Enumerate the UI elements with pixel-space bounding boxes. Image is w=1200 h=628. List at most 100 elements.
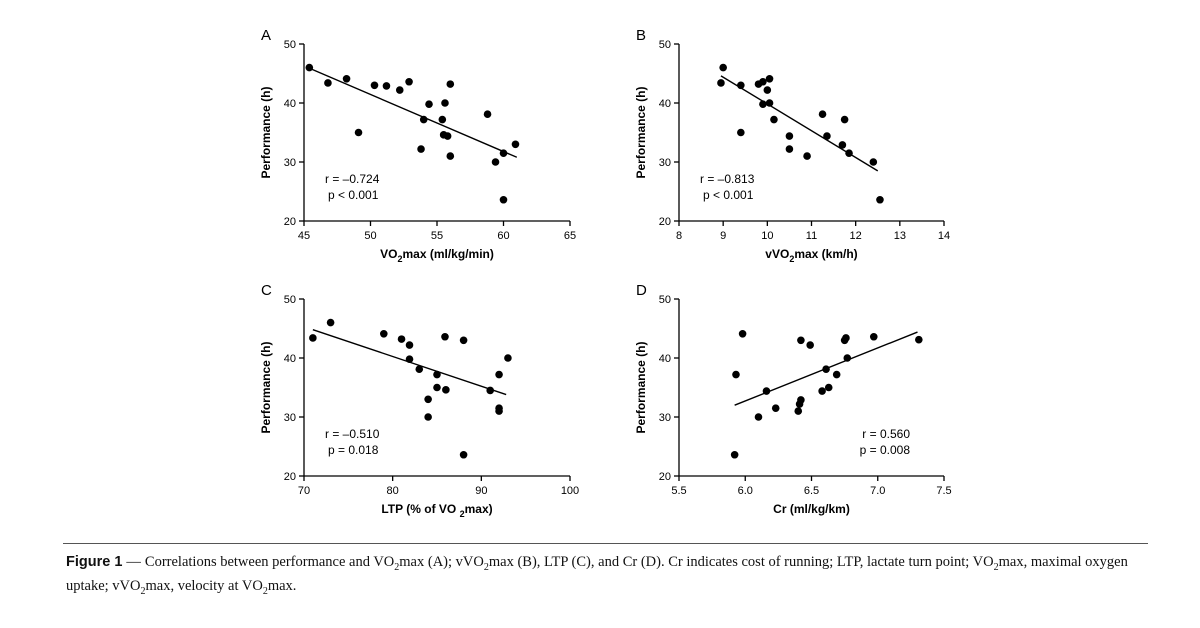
panel-d-y-tick-label: 50 [659, 294, 671, 306]
panel-a-y-tick-label: 30 [284, 157, 296, 169]
panel-d-data-point [794, 407, 803, 415]
panel-d-data-point [824, 383, 833, 392]
panel-b-data-point [765, 75, 774, 83]
panel-d-letter: D [636, 282, 647, 299]
panel-d-x-axis-title-main: Cr (ml/kg/km) [773, 502, 850, 516]
panel-a-x-axis-title: VO2max (ml/kg/min) [380, 247, 494, 264]
panel-d-data-point [822, 365, 830, 374]
panel-d-p-value: p = 0.008 [860, 443, 911, 457]
panel-c-y-tick-label: 30 [284, 412, 296, 424]
caption-sub-1: 2 [394, 561, 400, 573]
panel-c-data-point [495, 407, 503, 415]
panel-a-data-point [395, 86, 404, 94]
panel-a-data-point [483, 110, 492, 119]
caption-divider [63, 543, 1148, 544]
panel-c-x-axis-title-main: LTP (% of VO [381, 502, 459, 516]
panel-b-data-point [763, 86, 772, 94]
panel-b-data-point [737, 128, 745, 137]
panel-b-y-tick-label: 30 [659, 157, 671, 169]
panel-c-data-point [442, 386, 450, 394]
panel-c-data-point [415, 365, 424, 374]
figure-caption: Figure 1— Correlations between performanc… [66, 553, 1151, 601]
panel-c-y-tick-label: 50 [284, 294, 296, 306]
panel-a-data-point [499, 149, 508, 157]
panel-c-data-point [424, 395, 432, 404]
caption-sub-3: 2 [993, 561, 999, 573]
panel-c-x-tick-label: 90 [475, 485, 487, 497]
panel-c-x-tick-label: 70 [298, 485, 310, 497]
panel-b-x-tick-label: 14 [938, 230, 950, 242]
panel-d-y-tick-label: 40 [659, 353, 671, 365]
panel-a-x-axis-title-sub: 2 [397, 254, 402, 264]
panel-c-y-axis-title: Performance (h) [259, 341, 273, 433]
panel-c-x-tick-label: 100 [561, 485, 579, 497]
panel-d-data-point [806, 341, 814, 349]
panel-a-data-point [441, 99, 449, 107]
panel-d: D 20 30 40 50 5.5 6.0 6.5 7.0 7.5 Performance (h) C… [634, 282, 952, 516]
panel-b-x-tick-label: 12 [850, 230, 862, 242]
panel-c-y-tick-label: 20 [284, 471, 296, 483]
panel-d-y-axis-title: Performance (h) [634, 341, 648, 433]
panel-a-x-tick-label: 50 [364, 230, 376, 242]
panel-d-data-point [797, 336, 805, 345]
panel-a-data-point [370, 81, 379, 90]
caption-text-3: max (B), LTP (C), and Cr (D). Cr indicat… [488, 554, 994, 570]
panel-d-data-point [915, 335, 923, 344]
panel-c: C 20 30 40 50 70 80 90 100 Performance (h) LTP (% … [259, 282, 579, 519]
panel-b-data-point [737, 81, 745, 90]
panel-b-x-axis-title-sub: 2 [789, 254, 794, 264]
panel-b-data-point [869, 158, 878, 166]
panel-a-data-point [419, 115, 428, 124]
panel-d-data-point [797, 396, 805, 404]
panel-a-data-point [342, 75, 351, 83]
panel-b-data-point [765, 99, 774, 107]
panel-c-data-point [433, 370, 441, 379]
panel-a-data-point [443, 132, 452, 140]
panel-c-letter: C [261, 282, 272, 299]
panel-a-letter: A [261, 27, 271, 44]
panel-c-x-tick-label: 80 [387, 485, 399, 497]
panel-b-data-point [719, 63, 727, 72]
panel-a-data-point [354, 128, 363, 137]
panel-d-data-point [738, 330, 747, 338]
panel-a-data-point [324, 79, 332, 87]
panel-a-r-value: r = –0.724 [325, 172, 380, 186]
panel-d-data-point [843, 354, 852, 362]
panel-b-data-point [785, 145, 794, 153]
panel-b-data-point [845, 149, 853, 157]
panel-d-r-value: r = 0.560 [862, 427, 910, 441]
panel-a-y-tick-label: 20 [284, 216, 296, 228]
panel-a-data-point [438, 115, 447, 124]
panel-c-data-point [326, 318, 335, 327]
panel-a-data-point [446, 80, 455, 88]
panel-b-y-tick-label: 50 [659, 39, 671, 51]
panel-c-data-point [424, 413, 432, 421]
panel-c-x-axis-title: LTP (% of VO 2max) [381, 502, 492, 519]
panel-a-x-tick-label: 45 [298, 230, 310, 242]
panel-a-data-point [491, 158, 500, 166]
panel-b-data-point [823, 132, 831, 140]
panel-a-regression-line [307, 66, 518, 158]
caption-sub-2: 2 [483, 561, 489, 573]
panel-b-data-point [838, 141, 847, 149]
caption-sub-5: 2 [262, 585, 268, 597]
panel-a-x-tick-label: 60 [497, 230, 509, 242]
panel-a-y-axis-title: Performance (h) [259, 86, 273, 178]
panel-b-data-point [759, 77, 767, 86]
panel-c-data-point [433, 383, 441, 392]
panel-d-y-tick-label: 30 [659, 412, 671, 424]
panel-a-y-tick-label: 50 [284, 39, 296, 51]
panel-d-data-point [818, 387, 826, 395]
panel-c-data-point [380, 330, 388, 338]
panel-b-y-axis-title: Performance (h) [634, 86, 648, 178]
panel-b-data-point [876, 195, 884, 204]
caption-text-1: Correlations between performance and VO [144, 554, 395, 570]
panel-d-data-point [832, 370, 841, 379]
panel-b-data-point [759, 100, 767, 108]
panel-c-data-point [405, 355, 414, 363]
panel-a-data-point [511, 140, 520, 149]
panel-c-p-value: p = 0.018 [328, 443, 379, 457]
panel-a-data-point [446, 152, 455, 160]
panel-c-data-point [459, 336, 468, 345]
panel-d-x-tick-label: 6.0 [738, 485, 753, 497]
